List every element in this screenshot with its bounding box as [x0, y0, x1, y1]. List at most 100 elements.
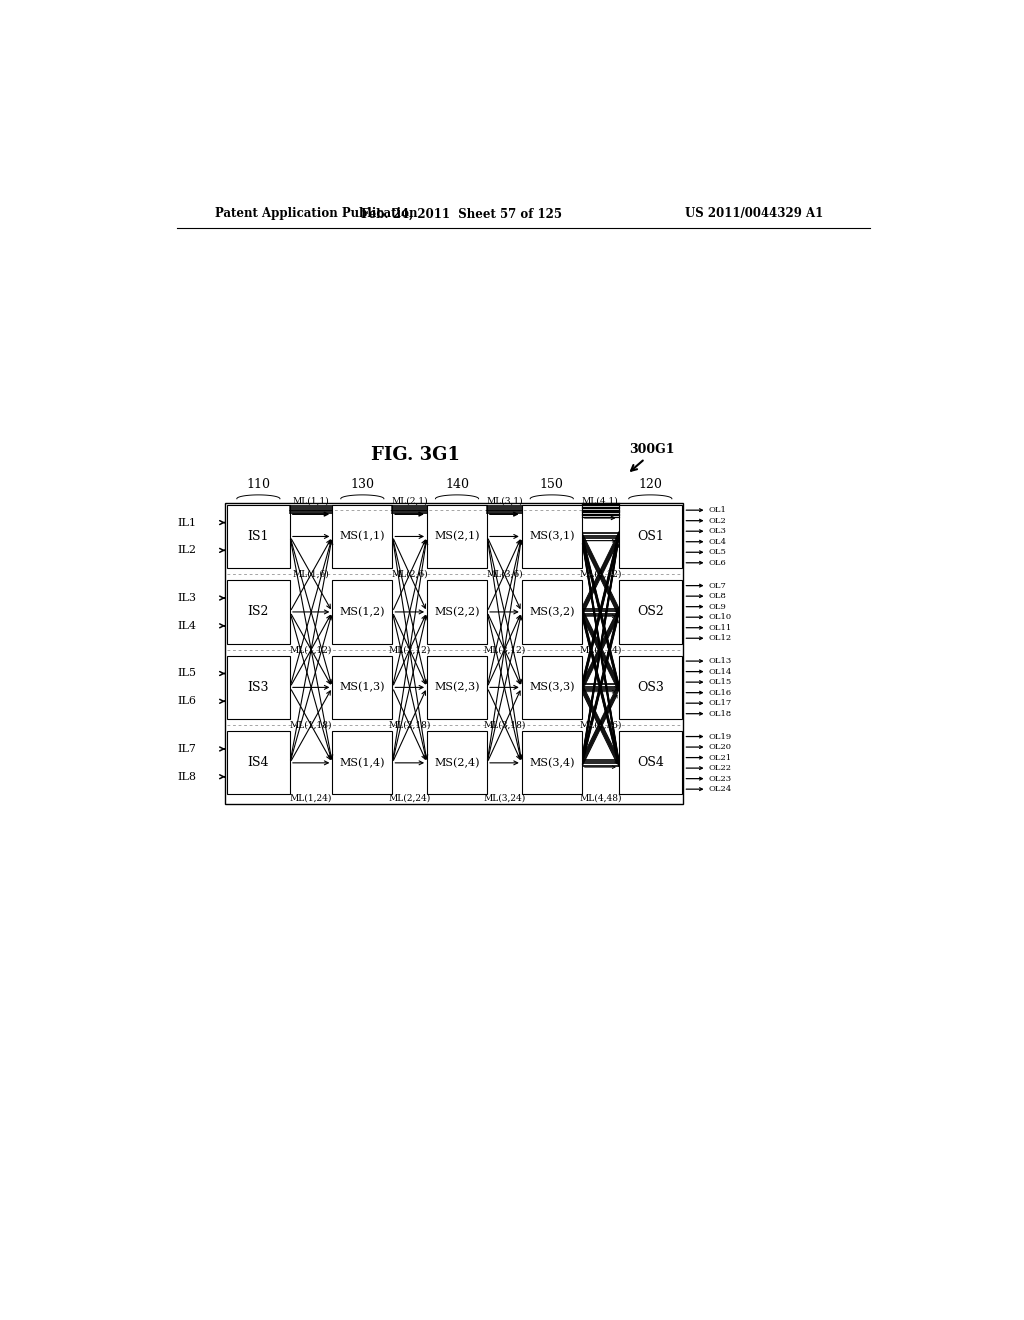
Text: OL19: OL19 — [708, 733, 731, 741]
Text: OS3: OS3 — [637, 681, 664, 694]
Text: ML(3,24): ML(3,24) — [483, 793, 525, 803]
Text: OL8: OL8 — [708, 593, 726, 601]
Bar — [333, 506, 392, 568]
Text: ML(4,12): ML(4,12) — [580, 570, 622, 578]
Text: US 2011/0044329 A1: US 2011/0044329 A1 — [685, 207, 823, 220]
Bar — [226, 506, 290, 568]
Text: MS(3,4): MS(3,4) — [529, 758, 574, 768]
Text: OL11: OL11 — [708, 624, 731, 632]
Bar — [618, 506, 682, 568]
Text: IL4: IL4 — [177, 620, 196, 631]
Text: ML(3,12): ML(3,12) — [483, 645, 525, 655]
Text: OL10: OL10 — [708, 614, 731, 622]
Bar — [521, 656, 582, 719]
Text: OL24: OL24 — [708, 785, 731, 793]
Text: OL9: OL9 — [708, 603, 726, 611]
Text: IL3: IL3 — [177, 593, 196, 603]
Text: OL16: OL16 — [708, 689, 731, 697]
Text: OL7: OL7 — [708, 582, 726, 590]
Text: IS3: IS3 — [248, 681, 269, 694]
Text: ML(3,6): ML(3,6) — [486, 570, 522, 578]
Text: IS1: IS1 — [248, 529, 269, 543]
Bar — [226, 581, 290, 644]
Bar — [618, 656, 682, 719]
Bar — [427, 656, 487, 719]
Text: Patent Application Publication: Patent Application Publication — [215, 207, 418, 220]
Text: OL17: OL17 — [708, 700, 731, 708]
Text: OL15: OL15 — [708, 678, 731, 686]
Text: 120: 120 — [638, 478, 663, 491]
Text: IL7: IL7 — [177, 744, 196, 754]
Text: 130: 130 — [350, 478, 375, 491]
Text: OL21: OL21 — [708, 754, 731, 762]
Text: Feb. 24, 2011  Sheet 57 of 125: Feb. 24, 2011 Sheet 57 of 125 — [361, 207, 562, 220]
Text: OL23: OL23 — [708, 775, 731, 783]
Text: ML(1,12): ML(1,12) — [290, 645, 333, 655]
Bar — [333, 581, 392, 644]
Text: IL1: IL1 — [177, 517, 196, 528]
Text: OL6: OL6 — [708, 558, 726, 566]
Bar — [618, 731, 682, 795]
Text: MS(1,4): MS(1,4) — [340, 758, 385, 768]
Bar — [226, 656, 290, 719]
Text: OS2: OS2 — [637, 606, 664, 619]
Text: IS4: IS4 — [248, 756, 269, 770]
Text: OL13: OL13 — [708, 657, 731, 665]
Text: MS(2,4): MS(2,4) — [434, 758, 480, 768]
Text: ML(2,24): ML(2,24) — [388, 793, 431, 803]
Text: OL1: OL1 — [708, 506, 726, 515]
Text: OL5: OL5 — [708, 548, 726, 556]
Text: ML(2,12): ML(2,12) — [388, 645, 431, 655]
Bar — [521, 731, 582, 795]
Bar — [427, 731, 487, 795]
Bar — [521, 581, 582, 644]
Text: 140: 140 — [445, 478, 469, 491]
Text: IS2: IS2 — [248, 606, 269, 619]
Text: ML(3,18): ML(3,18) — [483, 721, 525, 730]
Text: MS(1,3): MS(1,3) — [340, 682, 385, 693]
Text: MS(3,1): MS(3,1) — [529, 531, 574, 541]
Text: OL20: OL20 — [708, 743, 731, 751]
Text: MS(1,1): MS(1,1) — [340, 531, 385, 541]
Text: ML(4,36): ML(4,36) — [580, 721, 622, 730]
Text: OL4: OL4 — [708, 537, 726, 545]
Text: OL14: OL14 — [708, 668, 731, 676]
Text: ML(1,1): ML(1,1) — [293, 496, 330, 506]
Text: MS(1,2): MS(1,2) — [340, 607, 385, 618]
Text: ML(1,18): ML(1,18) — [290, 721, 333, 730]
Bar — [226, 731, 290, 795]
Bar — [618, 581, 682, 644]
Text: ML(1,6): ML(1,6) — [293, 570, 330, 578]
Text: MS(2,2): MS(2,2) — [434, 607, 480, 618]
Text: OL18: OL18 — [708, 710, 731, 718]
Bar — [225, 503, 683, 804]
Text: IL6: IL6 — [177, 696, 196, 706]
Text: MS(2,1): MS(2,1) — [434, 531, 480, 541]
Text: ML(1,24): ML(1,24) — [290, 793, 333, 803]
Text: ML(2,1): ML(2,1) — [391, 496, 428, 506]
Text: MS(3,3): MS(3,3) — [529, 682, 574, 693]
Bar — [333, 731, 392, 795]
Text: IL2: IL2 — [177, 545, 196, 556]
Text: 110: 110 — [247, 478, 270, 491]
Text: ML(2,6): ML(2,6) — [391, 570, 428, 578]
Text: MS(3,2): MS(3,2) — [529, 607, 574, 618]
Bar — [427, 506, 487, 568]
Text: ML(2,18): ML(2,18) — [388, 721, 431, 730]
Text: 150: 150 — [540, 478, 563, 491]
Text: OL3: OL3 — [708, 527, 726, 535]
Text: OL22: OL22 — [708, 764, 731, 772]
Text: ML(4,24): ML(4,24) — [580, 645, 622, 655]
Bar — [521, 506, 582, 568]
Text: ML(4,1): ML(4,1) — [582, 496, 618, 506]
Bar — [333, 656, 392, 719]
Text: IL8: IL8 — [177, 772, 196, 781]
Text: ML(4,48): ML(4,48) — [579, 793, 622, 803]
Text: 300G1: 300G1 — [630, 444, 675, 455]
Text: OL2: OL2 — [708, 516, 726, 524]
Text: IL5: IL5 — [177, 668, 196, 678]
Text: ML(3,1): ML(3,1) — [486, 496, 522, 506]
Text: FIG. 3G1: FIG. 3G1 — [371, 446, 460, 463]
Text: OS1: OS1 — [637, 529, 664, 543]
Text: OS4: OS4 — [637, 756, 664, 770]
